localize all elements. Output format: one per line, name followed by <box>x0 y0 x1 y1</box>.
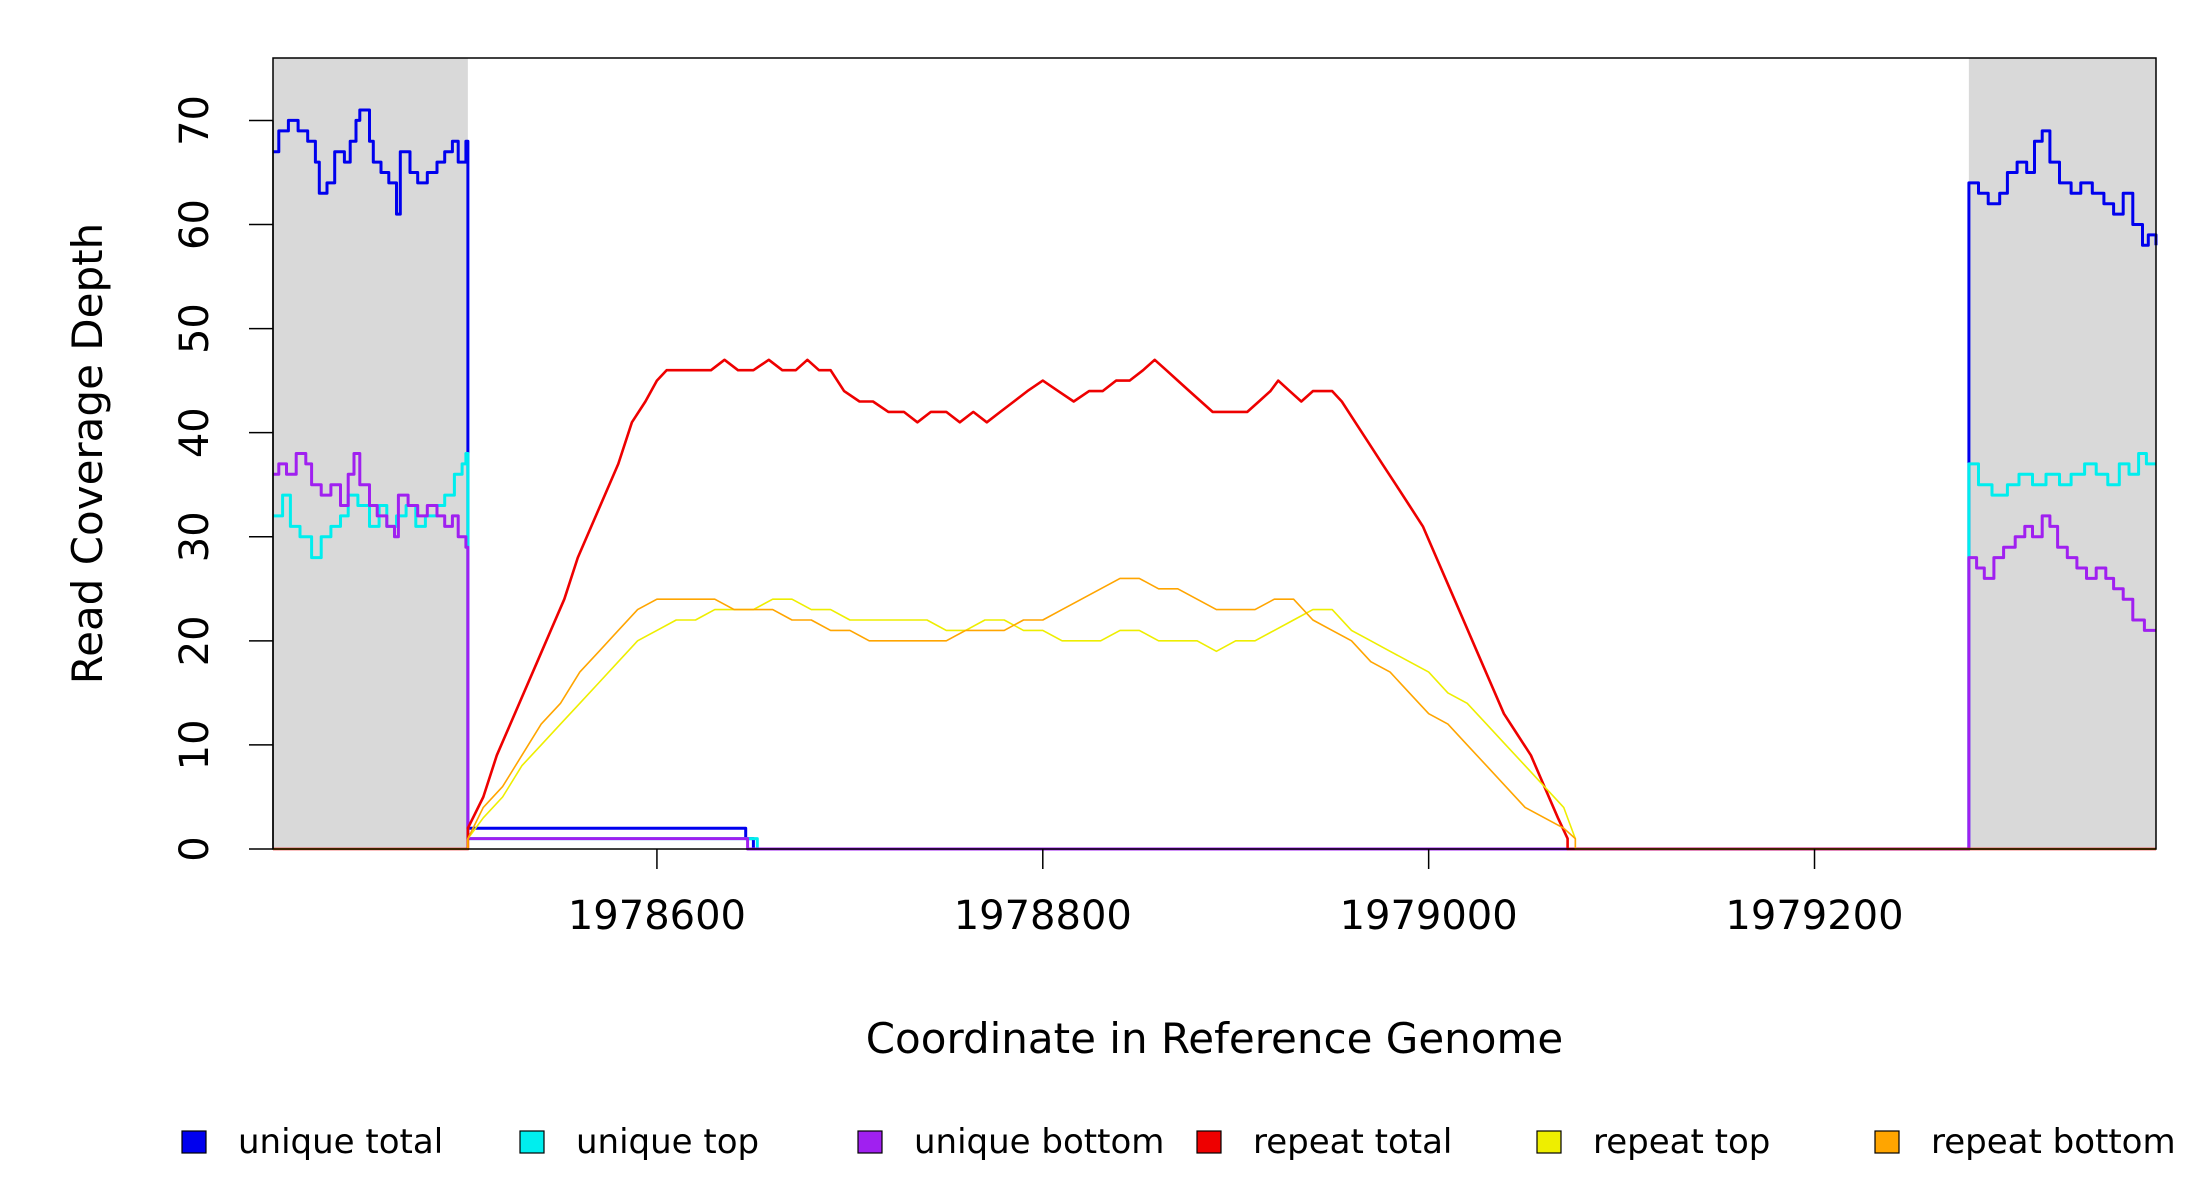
shaded-regions <box>273 58 2156 849</box>
legend-swatch <box>1196 1130 1222 1154</box>
x-axis: 1978600 1978800 1979000 1979200 <box>568 849 1904 939</box>
x-tick-label: 1979000 <box>1340 893 1518 939</box>
legend-swatch <box>519 1130 545 1154</box>
legend-swatch <box>1536 1130 1562 1154</box>
y-tick-label: 60 <box>172 199 218 250</box>
x-tick-label: 1979200 <box>1725 893 1903 939</box>
y-tick-label: 40 <box>172 407 218 458</box>
series-line-repeat-top <box>273 598 2156 850</box>
y-tick-label: 10 <box>172 719 218 770</box>
y-tick-label: 30 <box>172 511 218 562</box>
legend-swatch <box>857 1130 883 1154</box>
y-tick-label: 0 <box>172 836 218 861</box>
y-tick-label: 50 <box>172 303 218 354</box>
series-line-unique-total <box>273 108 2158 851</box>
y-tick-label: 20 <box>172 615 218 666</box>
legend-swatch <box>181 1130 207 1154</box>
series-line-repeat-total <box>273 358 2156 851</box>
series-line-unique-bottom <box>273 452 2156 851</box>
legend-label: repeat bottom <box>1931 1122 2176 1162</box>
y-tick-label: 70 <box>172 95 218 146</box>
legend-label: repeat total <box>1253 1122 1452 1162</box>
legend-label: unique bottom <box>914 1122 1164 1162</box>
legend-swatch <box>1874 1130 1900 1154</box>
y-axis: 0 10 20 30 40 50 60 70 <box>172 95 274 862</box>
legend-label: unique total <box>238 1122 443 1162</box>
x-axis-label: Coordinate in Reference Genome <box>866 1014 1564 1063</box>
series-lines <box>273 108 2158 851</box>
legend-label: unique top <box>576 1122 759 1162</box>
shaded-region-1 <box>1968 58 2156 849</box>
series-line-repeat-bottom <box>273 577 2156 850</box>
legend-label: repeat top <box>1593 1122 1770 1162</box>
y-axis-label: Read Coverage Depth <box>63 223 112 684</box>
x-tick-label: 1978600 <box>568 893 746 939</box>
legend: unique total unique top unique bottom repea… <box>181 1122 2176 1162</box>
x-tick-label: 1978800 <box>954 893 1132 939</box>
series-line-unique-top <box>273 452 2156 851</box>
